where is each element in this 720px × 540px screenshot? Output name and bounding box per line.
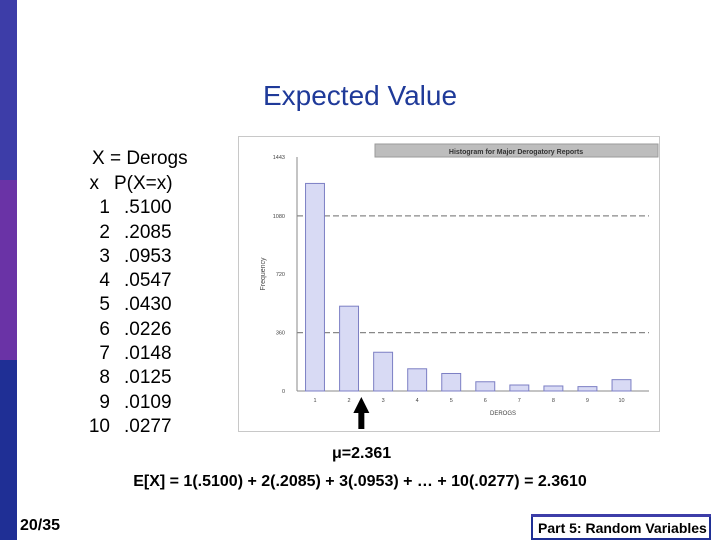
table-cell-p: .0125 — [124, 367, 172, 389]
table-cell-x: 1 — [99, 197, 110, 219]
x-tick-label: 9 — [586, 398, 589, 404]
table-cell-p: .0277 — [124, 415, 172, 437]
histogram-bar — [339, 305, 360, 392]
table-cell-p: .5100 — [124, 197, 172, 219]
probability-table: x P(X=x) 1.5100 2.2085 3.0953 4.0547 5.0430 6… — [80, 172, 173, 439]
histogram-bar — [373, 351, 394, 392]
histogram-bar — [577, 386, 598, 392]
histogram-bar — [509, 384, 530, 392]
table-row: 5 .0430 — [80, 293, 173, 317]
x-tick-label: 5 — [450, 398, 453, 404]
x-axis-label: DEROGS — [490, 411, 516, 417]
column-x-label: x — [89, 173, 100, 194]
page-number: 20/35 — [20, 517, 61, 534]
table-row: 6 .0226 — [80, 318, 173, 342]
histogram-bar — [475, 381, 496, 392]
table-cell-p: .0226 — [124, 318, 172, 340]
footer-section-label: Part 5: Random Variables — [531, 514, 711, 540]
histogram-panel: Histogram for Major Derogatory Reports 0 3… — [238, 136, 660, 432]
mean-arrow-shaft — [358, 412, 365, 429]
table-cell-x: 7 — [99, 343, 110, 365]
left-stripe-top — [0, 0, 17, 180]
table-cell-x: 3 — [99, 245, 110, 267]
histogram-bar — [407, 368, 428, 392]
x-tick-label: 8 — [552, 398, 555, 404]
table-cell-p: .2085 — [124, 221, 172, 243]
histogram-chart: Histogram for Major Derogatory Reports 0 3… — [260, 143, 659, 429]
column-p-label: P(X=x) — [114, 173, 173, 194]
table-header: X = Derogs — [92, 148, 188, 169]
table-row: 3 .0953 — [80, 245, 173, 269]
histogram-bar — [441, 372, 462, 392]
table-cell-x: 10 — [88, 415, 110, 437]
table-cell-p: .0148 — [124, 343, 172, 365]
table-cell-p: .0953 — [124, 245, 172, 267]
slide-title: Expected Value — [262, 80, 458, 111]
table-cell-p: .0109 — [124, 391, 172, 413]
left-stripe-middle — [0, 180, 17, 360]
y-tick-label: 1443 — [273, 155, 285, 161]
table-cell-x: 6 — [99, 318, 110, 340]
table-cell-x: 5 — [99, 294, 110, 316]
left-stripe-bottom — [0, 360, 17, 540]
x-tick-label: 7 — [518, 398, 521, 404]
y-tick-label: 0 — [282, 389, 285, 395]
y-tick-label: 720 — [276, 272, 285, 278]
x-tick-label: 1 — [313, 398, 316, 404]
table-row: 2 .2085 — [80, 221, 173, 245]
table-row: 10 .0277 — [80, 415, 173, 439]
histogram-bar — [543, 385, 564, 392]
table-row: 9 .0109 — [80, 391, 173, 415]
table-row: 7 .0148 — [80, 342, 173, 366]
table-cell-x: 8 — [99, 367, 110, 389]
x-tick-label: 2 — [348, 398, 351, 404]
histogram-bar — [611, 379, 632, 392]
table-cell-x: 9 — [99, 391, 110, 413]
y-tick-label: 1080 — [273, 214, 285, 220]
mean-label: μ=2.361 — [332, 445, 392, 462]
y-axis-label: Frequency — [260, 257, 267, 291]
table-row: 4 .0547 — [80, 269, 173, 293]
table-cell-x: 2 — [99, 221, 110, 243]
chart-title: Histogram for Major Derogatory Reports — [449, 149, 583, 156]
table-row: 1 .5100 — [80, 196, 173, 220]
x-tick-label: 6 — [484, 398, 487, 404]
chart-title-bar — [374, 143, 659, 158]
x-tick-label: 3 — [382, 398, 385, 404]
mean-arrow-head — [353, 397, 370, 413]
expectation-formula: E[X] = 1(.5100) + 2(.2085) + 3(.0953) + … — [133, 473, 587, 490]
table-column-headers: x P(X=x) — [80, 172, 173, 196]
x-tick-label: 4 — [416, 398, 419, 404]
table-cell-x: 4 — [99, 270, 110, 292]
table-cell-p: .0430 — [124, 294, 172, 316]
x-tick-label: 10 — [618, 398, 624, 404]
table-row: 8 .0125 — [80, 366, 173, 390]
histogram-bar — [305, 182, 325, 392]
y-tick-label: 360 — [276, 331, 285, 337]
table-cell-p: .0547 — [124, 270, 172, 292]
